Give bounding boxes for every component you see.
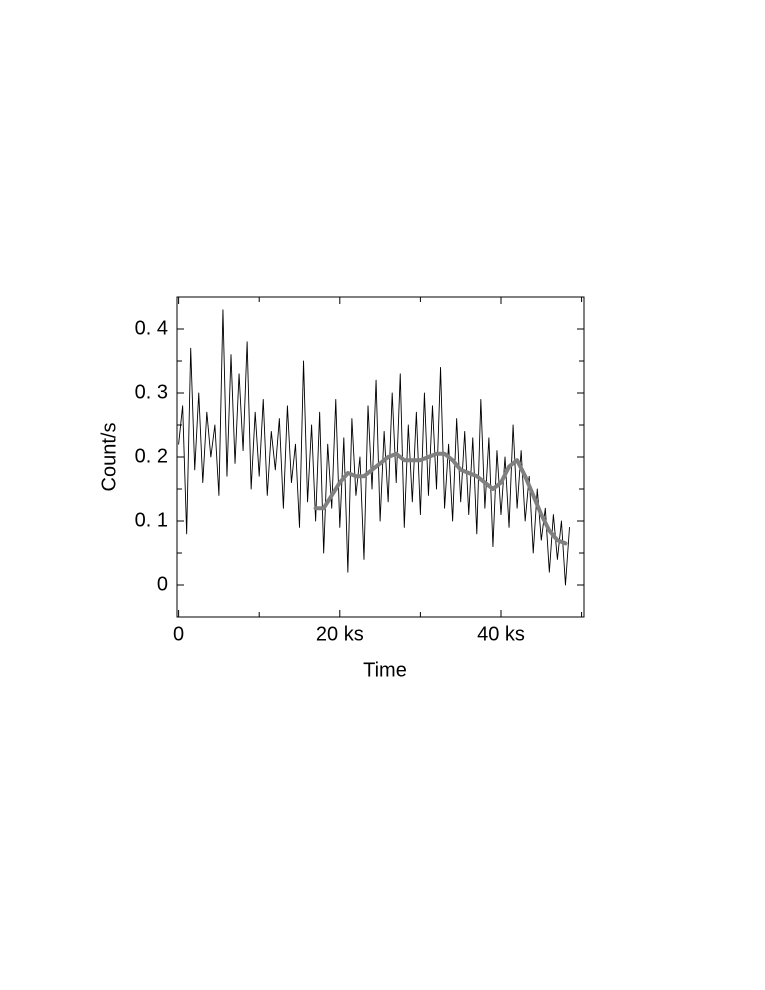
- y-tick-label: 0. 1: [135, 509, 168, 531]
- y-tick-label: 0. 3: [135, 381, 168, 403]
- x-tick-label: 40 ks: [477, 623, 525, 645]
- y-tick-label: 0: [157, 573, 168, 595]
- y-tick-label: 0. 2: [135, 445, 168, 467]
- y-axis-label: Count/s: [98, 423, 120, 492]
- x-tick-label: 20 ks: [316, 623, 364, 645]
- smoothed-line: [313, 451, 568, 546]
- x-tick-label: 0: [173, 623, 184, 645]
- plot-frame: [176, 296, 585, 618]
- data-line: [178, 309, 570, 586]
- y-tick-label: 0. 4: [135, 317, 168, 339]
- x-axis-label: Time: [363, 659, 407, 681]
